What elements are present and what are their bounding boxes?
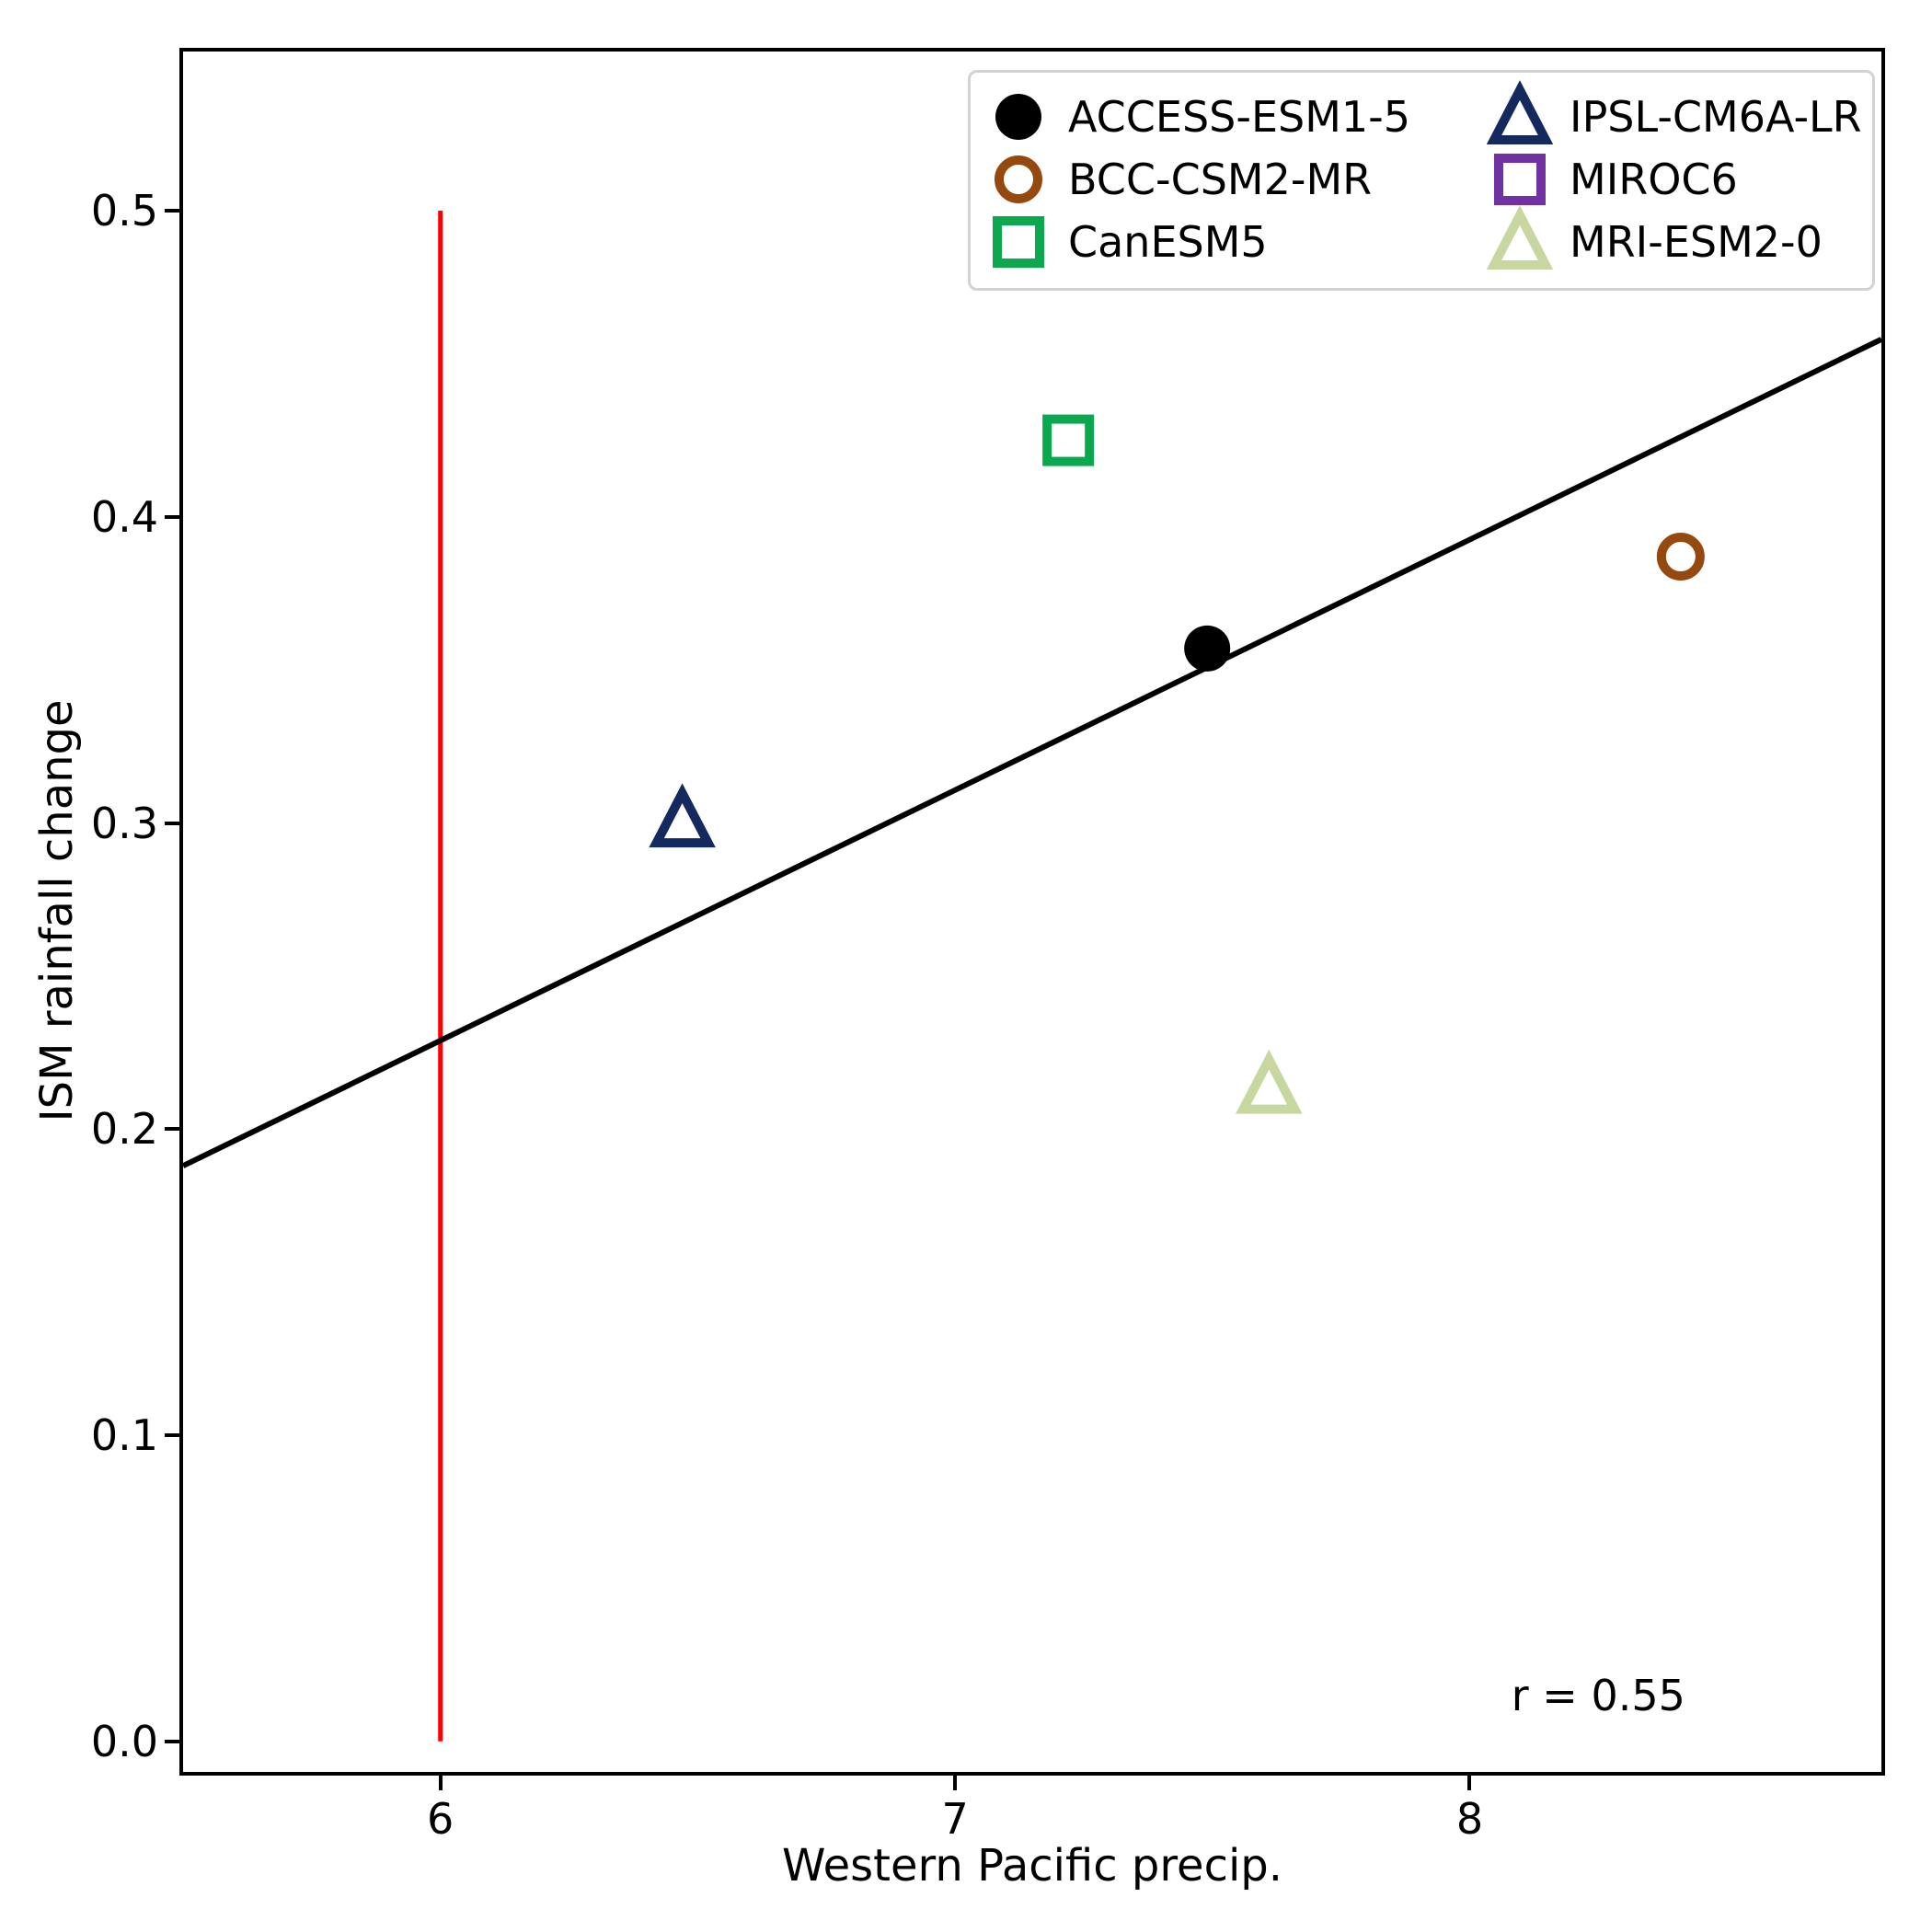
x-tick-label-6: 6 [427,1794,454,1844]
x-tick [1467,1776,1472,1790]
y-tick-label-0.4: 0.4 [90,491,158,542]
legend-item-label: CanESM5 [1068,217,1268,267]
legend-item-label: MRI-ESM2-0 [1570,217,1823,267]
legend-item-MIROC6: MIROC6 [1494,154,1862,205]
data-point-ACCESS-ESM1-5 [995,94,1041,140]
data-point-BCC-CSM2-MR [1656,533,1705,581]
y-tick [165,1127,179,1132]
legend-item-label: BCC-CSM2-MR [1068,155,1373,204]
circle-marker-icon [995,155,1042,203]
legend-item-MRI-ESM2-0: MRI-ESM2-0 [1486,205,1862,270]
correlation-annotation: r = 0.55 [1511,1670,1685,1720]
plot-area: ACCESS-ESM1-5 BCC-CSM2-MR CanESM5 IPSL-CM6A… [179,48,1885,1776]
y-tick-label-0.2: 0.2 [90,1104,158,1155]
y-axis-label: ISM rainfall change [31,699,83,1122]
data-point-IPSL-CM6A-LR [649,783,716,848]
x-tick [953,1776,958,1790]
circle-marker-icon [995,94,1041,140]
data-point-IPSL-CM6A-LR [1486,80,1554,144]
y-tick-label-0.1: 0.1 [90,1409,158,1460]
x-tick [438,1776,443,1790]
y-tick [165,1432,179,1437]
legend-item-IPSL-CM6A-LR: IPSL-CM6A-LR [1486,80,1862,144]
y-tick-label-0.0: 0.0 [90,1716,158,1766]
regression-line [181,337,1883,1168]
triangle-marker-icon [1486,80,1554,144]
plot-canvas [181,211,1883,1742]
data-point-CanESM5 [993,216,1044,268]
data-point-BCC-CSM2-MR [995,155,1042,203]
square-marker-icon [1494,154,1546,205]
data-point-CanESM5 [1042,414,1095,466]
y-tick [165,821,179,825]
y-tick [165,1739,179,1743]
y-tick-label-0.5: 0.5 [90,186,158,236]
triangle-marker-icon [1486,205,1554,270]
data-point-MRI-ESM2-0 [1236,1049,1303,1114]
legend-item-label: MIROC6 [1570,155,1738,204]
data-point-MRI-ESM2-0 [1486,205,1554,270]
y-tick [165,209,179,213]
legend-item-label: ACCESS-ESM1-5 [1068,92,1411,142]
y-tick [165,514,179,519]
y-tick-label-0.3: 0.3 [90,798,158,848]
legend-item-BCC-CSM2-MR: BCC-CSM2-MR [993,154,1494,205]
legend: ACCESS-ESM1-5 BCC-CSM2-MR CanESM5 IPSL-CM6A… [968,70,1875,291]
square-marker-icon [993,216,1044,268]
data-point-ACCESS-ESM1-5 [1184,625,1231,672]
x-tick-label-7: 7 [941,1794,969,1844]
legend-item-ACCESS-ESM1-5: ACCESS-ESM1-5 [993,91,1494,143]
data-point-MIROC6 [1494,154,1546,205]
legend-item-CanESM5: CanESM5 [993,216,1494,268]
x-axis-label: Western Pacific precip. [781,1840,1283,1892]
legend-item-label: IPSL-CM6A-LR [1570,92,1862,142]
x-tick-label-8: 8 [1455,1794,1484,1844]
